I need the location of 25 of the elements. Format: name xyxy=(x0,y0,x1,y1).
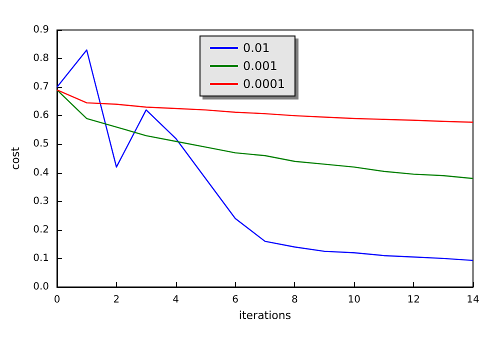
x-axis-title: iterations xyxy=(238,308,292,322)
y-tick-label: 0.9 xyxy=(33,24,49,36)
x-tick-label: 0 xyxy=(54,294,60,306)
y-tick-label: 0.4 xyxy=(33,167,49,178)
legend-label: 0.0001 xyxy=(243,77,285,91)
y-tick-label: 0.0 xyxy=(33,282,49,292)
y-tick-label: 0.2 xyxy=(33,224,49,236)
y-tick-label: 0.7 xyxy=(33,82,49,93)
y-tick-label: 0.3 xyxy=(33,196,49,207)
x-tick-label: 12 xyxy=(407,294,420,306)
x-tick-label: 2 xyxy=(113,294,120,306)
x-tick-label: 4 xyxy=(172,294,180,306)
legend-label: 0.01 xyxy=(243,41,270,55)
y-tick-label: 0.6 xyxy=(33,110,49,122)
x-tick-label: 8 xyxy=(292,294,298,306)
y-tick-label: 0.1 xyxy=(33,252,49,264)
y-tick-label: 0.8 xyxy=(33,53,49,64)
x-tick-label: 10 xyxy=(348,294,361,306)
line-series xyxy=(56,89,474,180)
y-tick-label: 0.5 xyxy=(33,138,49,150)
x-tick-label: 6 xyxy=(232,294,238,306)
line-series xyxy=(56,89,474,123)
x-tick-label: 14 xyxy=(466,294,480,306)
y-axis-title: cost xyxy=(9,146,22,170)
legend-label: 0.001 xyxy=(243,59,278,73)
